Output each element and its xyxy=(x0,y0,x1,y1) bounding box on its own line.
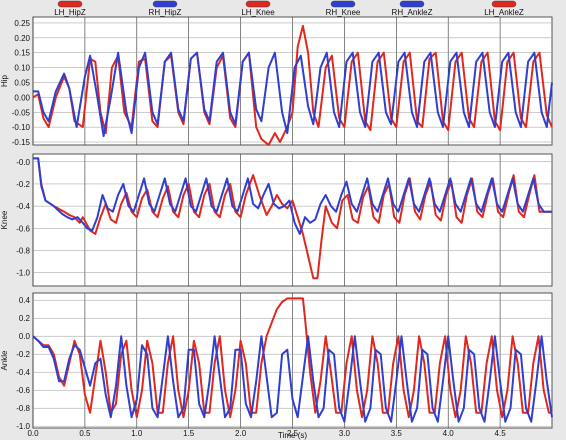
y-tick-label: 0.25 xyxy=(14,19,30,28)
legend-label: LH_Knee xyxy=(241,8,275,17)
y-tick-label: -1.0 xyxy=(16,269,30,278)
x-tick-label: 1.5 xyxy=(183,429,195,438)
legend-label: RH_HipZ xyxy=(149,8,182,17)
x-tick-label: 4.5 xyxy=(495,429,507,438)
legend-swatch xyxy=(330,0,356,8)
y-tick-label: 0.2 xyxy=(19,314,31,323)
legend-swatch xyxy=(399,0,425,8)
series-line-rh-anklez xyxy=(32,335,553,423)
y-tick-label: -0.6 xyxy=(16,386,30,395)
x-axis-title: Time (s) xyxy=(278,431,307,440)
y-tick-label: -1.0 xyxy=(16,422,30,431)
x-tick-label: 4.0 xyxy=(443,429,455,438)
y-tick-label: -0.8 xyxy=(16,247,30,256)
legend-swatch xyxy=(57,0,83,8)
y-tick-label: 0.20 xyxy=(14,34,30,43)
y-tick-label: -0.10 xyxy=(12,123,31,132)
y-tick-label: -0.05 xyxy=(12,108,31,117)
y-axis-title: Knee xyxy=(0,210,9,229)
y-tick-label: -0.4 xyxy=(16,368,30,377)
series-line-lh-anklez xyxy=(32,297,552,419)
legend-label: RH_Knee xyxy=(326,8,361,17)
y-tick-label: 0.05 xyxy=(14,78,30,87)
legend-swatch xyxy=(245,0,271,8)
y-tick-label: -0.2 xyxy=(16,180,30,189)
x-tick-label: 2.5 xyxy=(287,429,299,438)
x-tick-label: 2.0 xyxy=(235,429,247,438)
x-tick-label: 0.0 xyxy=(27,429,39,438)
y-tick-label: 0.4 xyxy=(19,296,31,305)
series-line-rh-hipz xyxy=(33,51,553,138)
series-line-rh-knee xyxy=(33,157,552,235)
y-tick-label: -0.0 xyxy=(16,158,30,167)
legend-swatch xyxy=(152,0,178,8)
y-axis-title: Hip xyxy=(0,74,9,87)
y-tick-label: -0.15 xyxy=(12,138,31,147)
y-tick-label: 0.0 xyxy=(19,332,31,341)
y-tick-label: -0.6 xyxy=(16,224,30,233)
legend-label: LH_HipZ xyxy=(54,8,86,17)
y-tick-label: -0.8 xyxy=(16,404,30,413)
legend-swatch xyxy=(491,0,517,8)
y-tick-label: 0.00 xyxy=(14,93,30,102)
legend-label: RH_AnkleZ xyxy=(392,8,433,17)
x-tick-label: 0.5 xyxy=(79,429,91,438)
series-line-lh-knee xyxy=(33,157,552,280)
y-tick-label: 0.10 xyxy=(14,64,30,73)
x-tick-label: 3.0 xyxy=(339,429,351,438)
legend-label: LH_AnkleZ xyxy=(484,8,524,17)
x-tick-label: 3.5 xyxy=(391,429,403,438)
y-tick-label: -0.4 xyxy=(16,202,30,211)
y-axis-title: Ankle xyxy=(0,350,9,371)
x-tick-label: 1.0 xyxy=(131,429,143,438)
y-tick-label: 0.15 xyxy=(14,49,30,58)
y-tick-label: -0.2 xyxy=(16,350,30,359)
